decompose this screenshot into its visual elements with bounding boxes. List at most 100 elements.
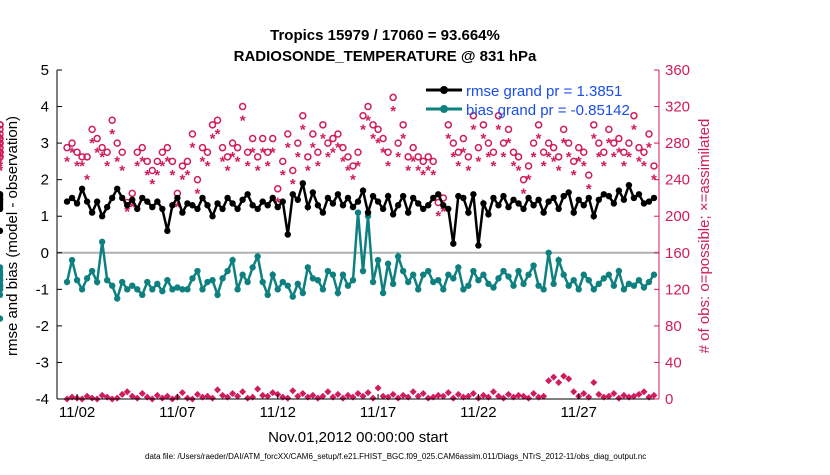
obs-assimilated-point: * [435,208,441,225]
rmse-data-point [440,202,447,209]
bias-data-point [440,286,447,293]
rmse-data-point [114,185,121,193]
obs-possible-point [279,157,287,166]
obs-assimilated-point: * [375,135,381,152]
obs-assimilated-point: * [501,149,507,166]
rmse-data-point [139,194,146,202]
rmse-data-point [144,198,151,205]
bias-data-point [254,253,261,260]
obs-possible-point [394,139,402,147]
bias-data-point [159,287,166,295]
obs-assimilated-point: * [0,158,3,175]
rmse-data-point [605,192,613,200]
rmse-data-point [620,196,628,203]
obs-assimilated-point: * [556,163,562,180]
bias-data-point [279,278,286,286]
obs-assimilated-point: * [275,195,281,212]
bias-data-point [605,271,613,278]
obs-assimilated-point: * [225,163,231,180]
obs-assimilated-point: * [0,131,3,148]
bias-data-point [83,275,91,282]
bias-data-point [144,278,151,286]
rmse-data-point [595,196,602,203]
obs-assimilated-point: * [450,149,456,166]
obs-assimilated-point: * [626,149,632,166]
rmse-data-point [505,203,512,211]
bias-data-point [409,271,417,278]
x-tick-label: 11/02 [59,404,95,421]
obs-bottom-point [339,394,347,402]
obs-assimilated-point: * [531,149,537,166]
obs-possible-point [284,130,292,138]
rmse-data-point [520,205,527,213]
rmse-data-point [415,200,422,207]
obs-possible-point [113,139,121,147]
obs-possible-point [585,171,593,179]
left-y-tick-label: 1 [41,208,49,225]
obs-assimilated-point: * [621,158,627,175]
rmse-data-point [174,194,181,202]
obs-bottom-point [309,391,317,399]
bias-data-point [349,276,357,284]
obs-possible-point [384,148,392,156]
right-y-tick-label: 40 [665,354,682,371]
obs-assimilated-point: * [581,158,587,175]
obs-assimilated-point: * [335,140,341,157]
bias-data-point [384,260,392,267]
obs-possible-point [580,148,588,156]
rmse-data-point [0,191,4,198]
obs-assimilated-point: * [190,140,196,157]
obs-assimilated-point: * [576,153,582,170]
rmse-data-point [0,227,4,235]
obs-bottom-point [515,391,523,399]
obs-bottom-point [650,391,658,399]
obs-possible-point [524,162,533,170]
obs-bottom-point [540,392,548,400]
obs-possible-point [128,189,136,198]
bias-data-point [460,286,467,293]
bias-data-point [505,273,512,280]
obs-bottom-point [605,392,613,400]
obs-possible-point [379,134,387,143]
obs-bottom-point [394,394,402,402]
obs-possible-point [0,130,4,138]
obs-bottom-point [234,392,242,400]
obs-assimilated-point: * [601,158,607,175]
rmse-data-point [269,194,276,202]
bias-data-point [635,276,643,284]
rmse-data-point [164,227,171,235]
rmse-data-point [650,194,658,202]
bias-data-point [0,282,4,289]
obs-possible-point [409,143,417,152]
bias-data-point [540,286,547,293]
bias-data-point [68,256,76,264]
obs-possible-point [299,111,307,120]
obs-assimilated-point: * [240,112,246,129]
obs-assimilated-point: * [0,158,3,175]
obs-possible-point [98,143,106,152]
obs-assimilated-point: * [0,135,3,152]
x-tick-label: 11/27 [561,404,597,421]
obs-bottom-point [254,385,262,393]
obs-assimilated-point: * [144,167,150,184]
bias-data-point [530,262,537,269]
obs-possible-point [344,153,352,161]
obs-possible-point [188,130,197,138]
rmse-data-point [344,194,352,202]
obs-assimilated-point: * [320,131,326,148]
right-y-tick-label: 280 [665,135,690,152]
rmse-data-point [324,194,332,202]
obs-bottom-point [489,388,497,396]
obs-possible-point [519,175,528,184]
bias-data-point [249,264,256,271]
obs-assimilated-point: * [345,163,351,180]
obs-bottom-point [595,390,603,398]
bias-data-point [590,286,597,293]
obs-assimilated-point: * [541,158,547,175]
obs-possible-point [289,166,297,175]
obs-assimilated-point: * [310,140,316,157]
legend-bias-label: bias grand pr = -0.85142 [466,102,630,119]
rmse-data-point [264,202,271,209]
bias-data-point [425,267,432,275]
